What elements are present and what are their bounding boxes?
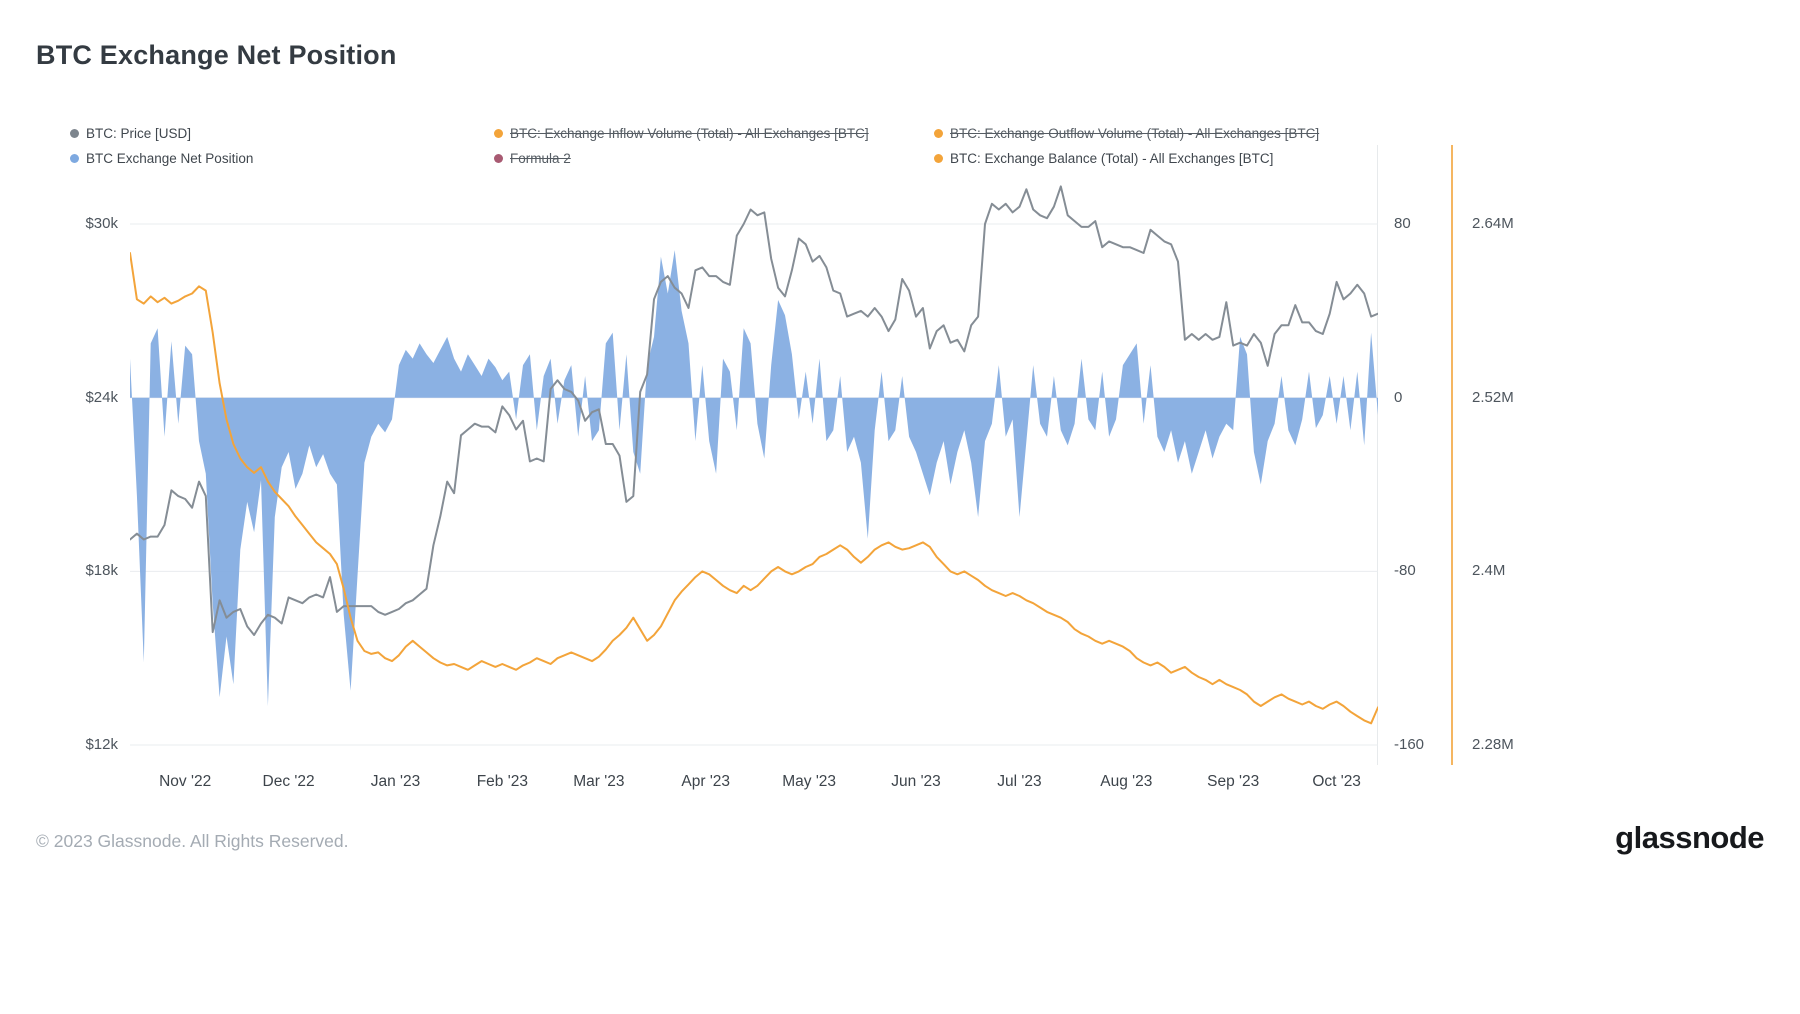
legend: BTC: Price [USD] BTC: Exchange Inflow Vol… [70, 121, 1390, 171]
y-axis-label-net: -80 [1394, 562, 1416, 580]
legend-label: BTC: Exchange Balance (Total) - All Exch… [950, 151, 1274, 166]
x-axis-label: Nov '22 [159, 773, 212, 790]
legend-item[interactable]: BTC Exchange Net Position [70, 146, 494, 171]
chart-plot[interactable] [130, 145, 1378, 765]
legend-label: BTC: Price [USD] [86, 126, 192, 141]
page-title: BTC Exchange Net Position [36, 40, 397, 70]
x-axis-label: Jan '23 [370, 773, 421, 790]
y-axis-label-price: $12k [85, 736, 118, 754]
balance-axis-line [1451, 145, 1453, 765]
right-axis-net: 80 0 -80 -160 [1394, 0, 1464, 1014]
legend-label: BTC: Exchange Outflow Volume (Total) - A… [950, 126, 1320, 141]
x-axis-label: Oct '23 [1312, 773, 1361, 790]
x-axis-label: Jul '23 [997, 773, 1042, 790]
legend-label: BTC Exchange Net Position [86, 151, 254, 166]
x-axis-label: Dec '22 [262, 773, 315, 790]
legend-swatch-icon [934, 154, 943, 163]
x-axis-label: Sep '23 [1207, 773, 1260, 790]
y-axis-label-price: $18k [85, 562, 118, 580]
legend-item[interactable]: BTC: Exchange Inflow Volume (Total) - Al… [494, 121, 934, 146]
legend-swatch-icon [494, 129, 503, 138]
legend-item[interactable]: Formula 2 [494, 146, 934, 171]
glassnode-logo[interactable]: glassnode [1615, 820, 1764, 855]
y-axis-label-balance: 2.52M [1472, 388, 1514, 406]
legend-label: Formula 2 [510, 151, 571, 166]
legend-swatch-icon [70, 154, 79, 163]
footer-copyright: © 2023 Glassnode. All Rights Reserved. [36, 831, 349, 851]
y-axis-label-price: $24k [85, 388, 118, 406]
legend-item[interactable]: BTC: Exchange Outflow Volume (Total) - A… [934, 121, 1390, 146]
x-axis-label: May '23 [782, 773, 837, 790]
y-axis-label-balance: 2.28M [1472, 736, 1514, 754]
legend-swatch-icon [934, 129, 943, 138]
legend-item[interactable]: BTC: Exchange Balance (Total) - All Exch… [934, 146, 1390, 171]
legend-swatch-icon [494, 154, 503, 163]
y-axis-label-balance: 2.64M [1472, 215, 1514, 233]
legend-label: BTC: Exchange Inflow Volume (Total) - Al… [510, 126, 869, 141]
y-axis-label-price: $30k [85, 215, 118, 233]
x-axis-label: Feb '23 [476, 773, 528, 790]
x-axis-label: Mar '23 [573, 773, 625, 790]
y-axis-label-net: 0 [1394, 388, 1403, 406]
x-axis-label: Jun '23 [891, 773, 941, 790]
y-axis-label-net: -160 [1394, 736, 1425, 754]
x-axis-label: Apr '23 [681, 773, 731, 790]
y-axis-label-net: 80 [1394, 215, 1411, 233]
left-axis: $30k $24k $18k $12k [30, 0, 118, 1014]
x-axis-label: Aug '23 [1100, 773, 1153, 790]
legend-swatch-icon [70, 129, 79, 138]
legend-item[interactable]: BTC: Price [USD] [70, 121, 494, 146]
y-axis-label-balance: 2.4M [1472, 562, 1506, 580]
right-axis-balance: 2.64M 2.52M 2.4M 2.28M [1472, 0, 1552, 1014]
chart-plot-svg[interactable] [130, 145, 1378, 765]
